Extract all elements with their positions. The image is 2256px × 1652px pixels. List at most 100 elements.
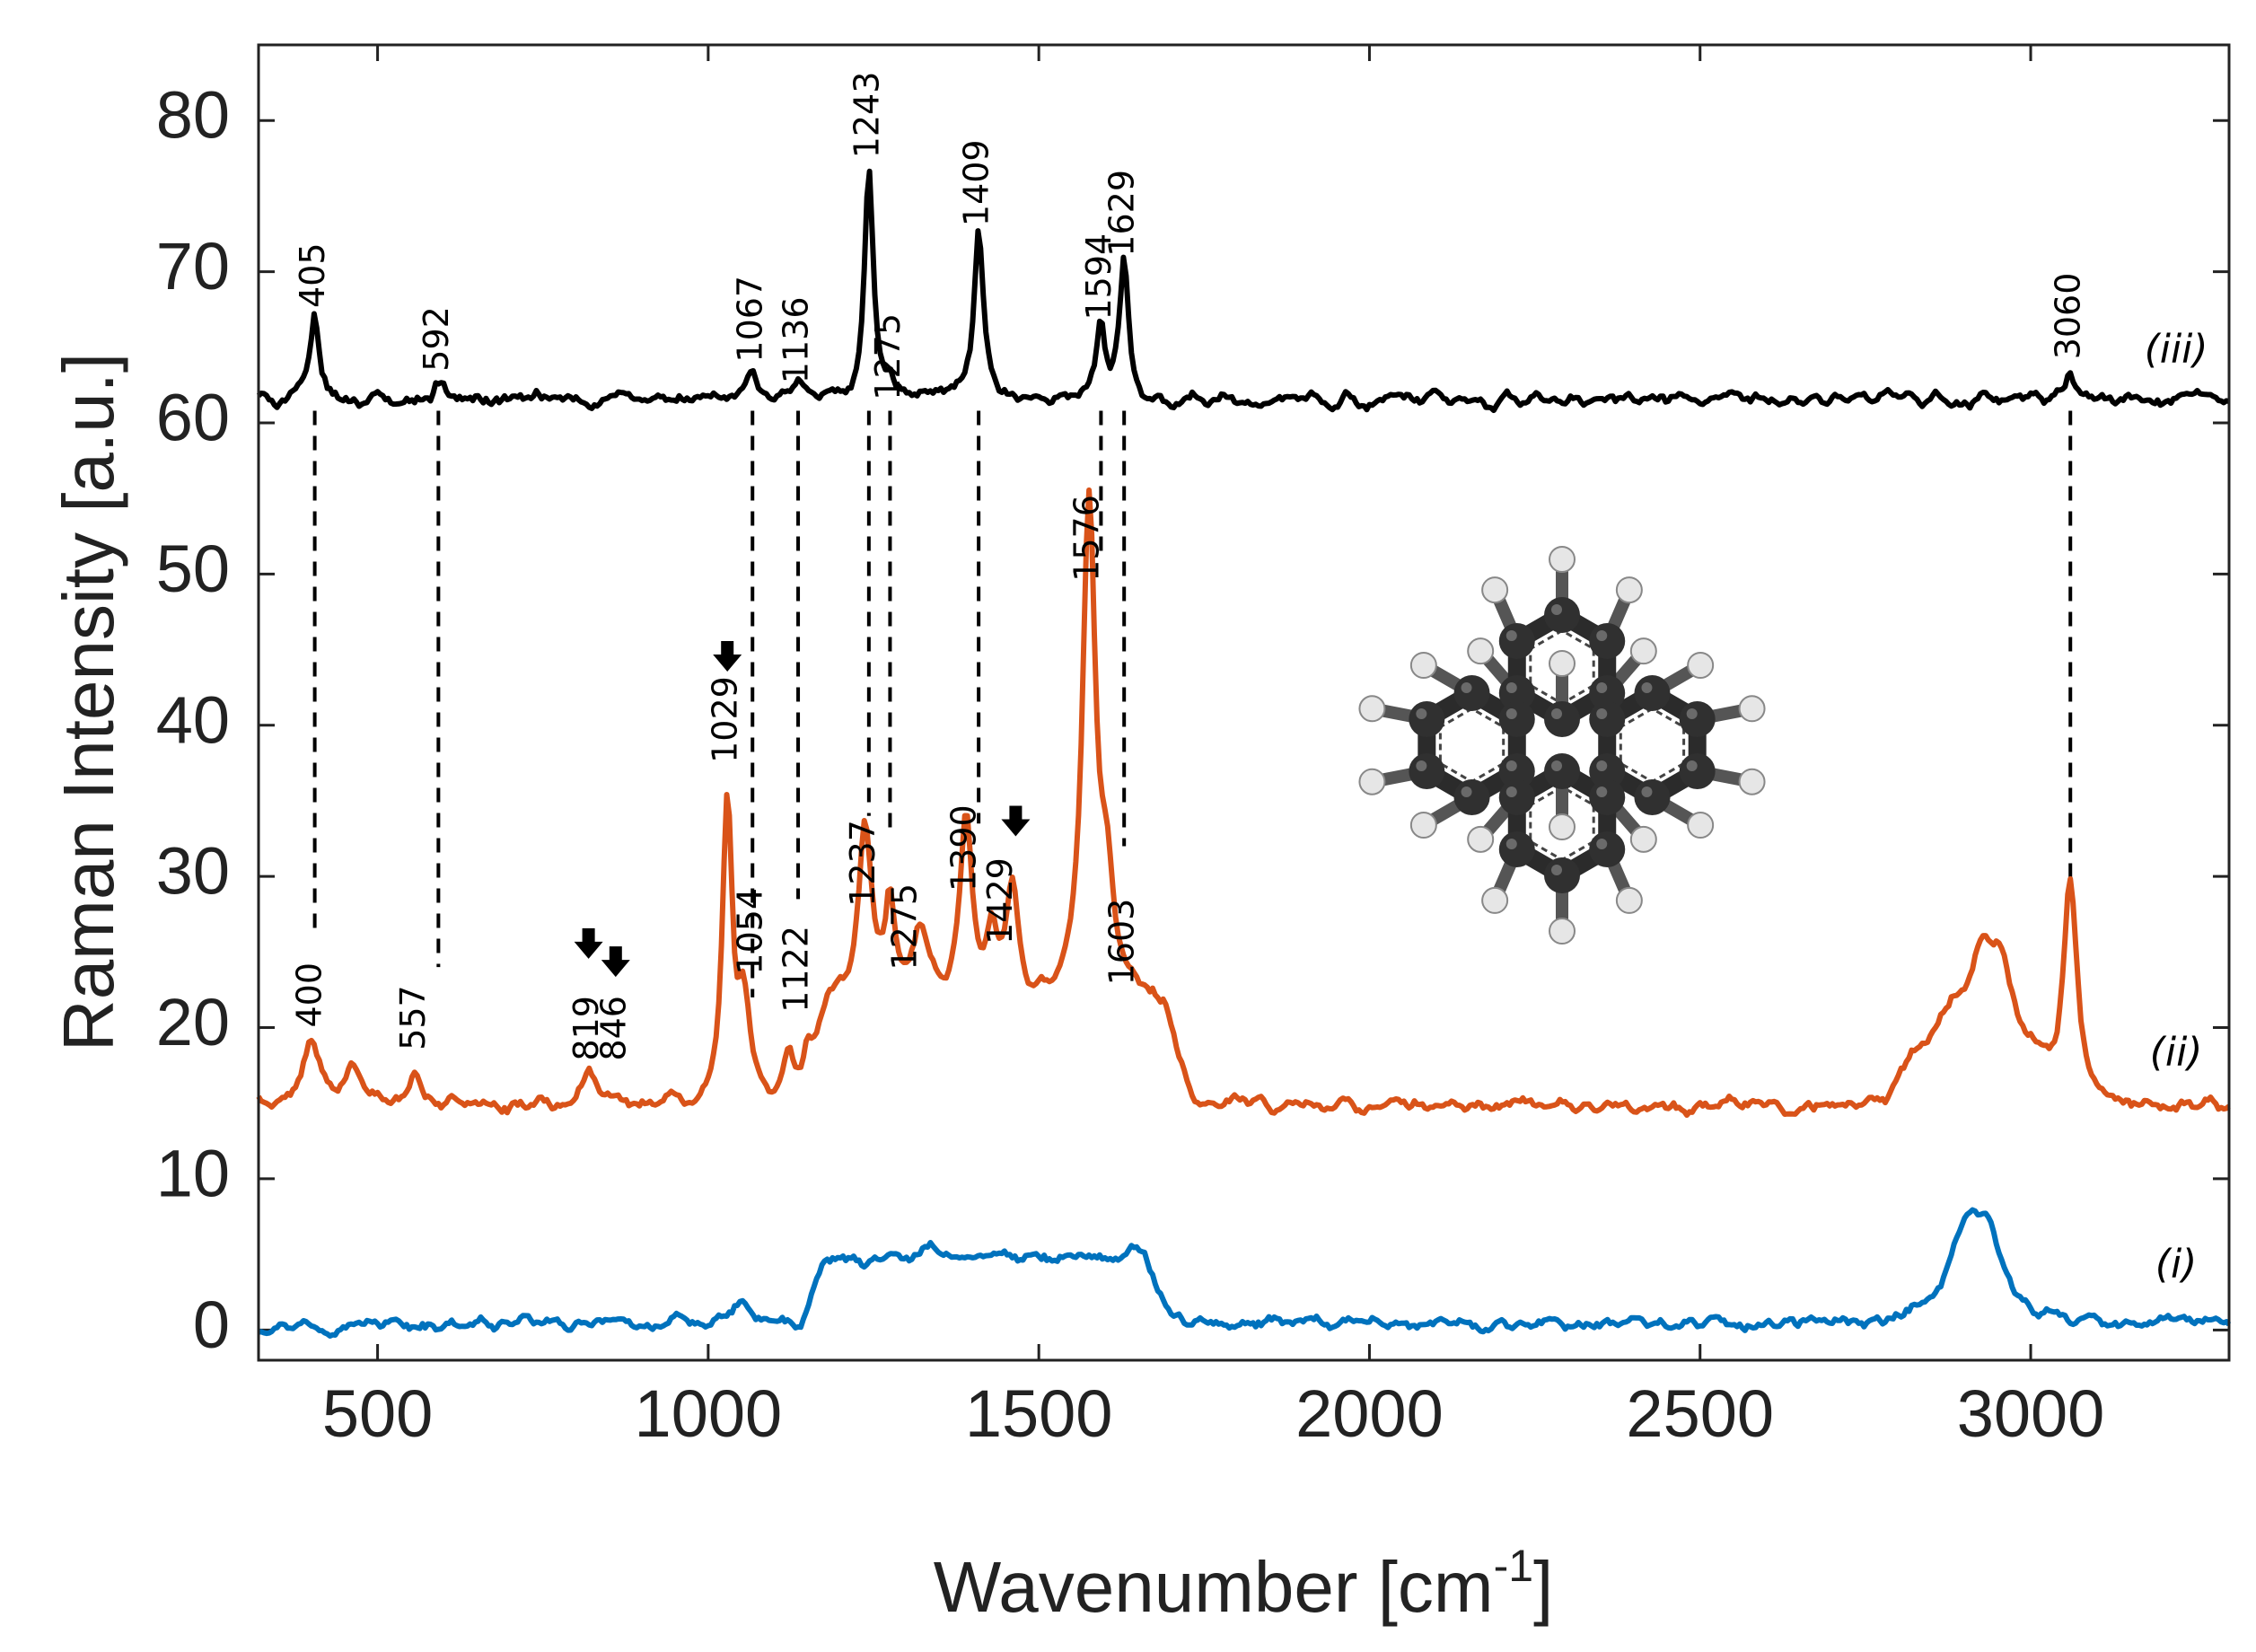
x-axis-title-end: ] (1533, 1547, 1553, 1627)
down-arrow-icon (713, 641, 742, 672)
peak-label: 1237 (843, 820, 882, 907)
carbon-atom (1634, 675, 1671, 711)
y-tick-label: 60 (156, 381, 230, 455)
plot-frame (257, 43, 2231, 1362)
y-tick-label: 80 (156, 78, 230, 153)
peak-label: 1429 (980, 857, 1020, 945)
carbon-atom (1544, 857, 1580, 893)
hydrogen-atom (1549, 546, 1576, 573)
carbon-atom (1498, 623, 1535, 659)
peak-label: 1054 (731, 888, 770, 975)
hydrogen-atom (1358, 695, 1386, 723)
peak-label: 1067 (731, 276, 770, 363)
carbon-atom (1589, 701, 1626, 737)
hydrogen-atom (1615, 576, 1643, 604)
down-arrow-icon (601, 946, 630, 978)
x-axis: 500 1000 1500 2000 2500 3000 (322, 45, 2104, 1451)
carbon-atom (1679, 753, 1716, 789)
hydrogen-atom (1481, 576, 1509, 604)
y-tick-label: 10 (156, 1136, 230, 1210)
y-tick-label: 30 (156, 834, 230, 909)
carbon-atom (1498, 779, 1535, 815)
x-tick-label: 500 (322, 1376, 433, 1451)
peak-label: 592 (417, 306, 456, 372)
hydrogen-atom (1467, 825, 1495, 853)
carbon-atom (1544, 597, 1580, 633)
hydrogen-atom (1549, 650, 1576, 677)
hydrogen-atom (1687, 812, 1715, 839)
x-axis-title-sup: -1 (1494, 1541, 1533, 1591)
hydrogen-atom (1481, 886, 1509, 914)
down-arrow-icon (1001, 805, 1031, 837)
carbon-atom (1544, 701, 1580, 737)
x-axis-title-main: Wavenumber [cm (934, 1547, 1494, 1627)
peak-label: 1122 (777, 926, 816, 1013)
hydrogen-atom (1629, 637, 1657, 665)
peak-label: 1029 (706, 676, 745, 763)
y-axis: 0 10 20 30 40 50 60 70 80 (156, 78, 2229, 1362)
peak-label: 819 (566, 996, 606, 1061)
hydrogen-atom (1358, 768, 1386, 795)
carbon-atom (1453, 675, 1490, 711)
peak-label: 405 (293, 242, 332, 308)
peak-label: 1275 (884, 883, 924, 971)
peak-label: 1594 (1079, 233, 1119, 321)
carbon-atom (1409, 753, 1445, 789)
hydrogen-atom (1409, 652, 1437, 679)
peak-label: 1629 (1102, 170, 1142, 257)
carbon-atom (1589, 831, 1626, 867)
peak-label: 1603 (1102, 899, 1142, 986)
down-arrow-icon (574, 927, 603, 959)
peak-label: 1576 (1067, 495, 1107, 582)
series-tag: (iii) (2145, 327, 2208, 373)
carbon-atom (1453, 779, 1490, 815)
hydrogen-atom (1409, 812, 1437, 839)
peak-label: 3060 (2049, 273, 2088, 360)
spectra (256, 168, 2232, 1339)
pyrene-molecule-image (1358, 546, 1766, 945)
carbon-atom (1498, 701, 1535, 737)
hydrogen-atom (1549, 813, 1576, 840)
hydrogen-atom (1549, 918, 1576, 945)
y-tick-label: 70 (156, 229, 230, 303)
aromatic-ring (1619, 707, 1686, 784)
carbon-atom (1589, 779, 1626, 815)
hydrogen-atom (1467, 637, 1495, 665)
x-tick-label: 3000 (1957, 1376, 2105, 1451)
x-tick-label: 2000 (1295, 1376, 1444, 1451)
peak-label: 1275 (868, 313, 908, 400)
hydrogen-atom (1629, 825, 1657, 853)
spectrum-line (256, 487, 2231, 1118)
hydrogen-atom (1738, 768, 1766, 795)
peak-label: 846 (593, 996, 633, 1061)
hydrogen-atom (1738, 695, 1766, 723)
hydrogen-atoms (1358, 546, 1766, 945)
x-tick-label: 2500 (1626, 1376, 1774, 1451)
aromatic-ring (1438, 707, 1505, 784)
y-tick-label: 0 (193, 1287, 230, 1362)
spectrum-line (256, 168, 2230, 414)
x-axis-title: Wavenumber [cm-1] (934, 1541, 1554, 1627)
y-axis-title: Raman Intensity [a.u.] (48, 353, 128, 1051)
series-tag: (ii) (2150, 1030, 2203, 1076)
carbon-atom (1498, 831, 1535, 867)
peak-guide-lines (312, 410, 2073, 997)
arrow-markers (574, 641, 1031, 978)
y-tick-label: 20 (156, 985, 230, 1059)
hydrogen-atom (1615, 886, 1643, 914)
x-tick-label: 1000 (635, 1376, 783, 1451)
peak-label: 1136 (777, 296, 816, 383)
y-tick-label: 40 (156, 682, 230, 757)
series-tag: (i) (2155, 1241, 2198, 1287)
peak-label: 400 (289, 962, 329, 1028)
carbon-atom (1679, 701, 1716, 737)
x-tick-label: 1500 (965, 1376, 1113, 1451)
series-tags: (i) (ii) (iii) (2145, 327, 2208, 1287)
carbon-atom (1589, 623, 1626, 659)
peak-label: 1243 (847, 72, 886, 159)
peak-label: 557 (393, 985, 433, 1050)
carbon-atom (1634, 779, 1671, 815)
y-tick-label: 50 (156, 532, 230, 606)
